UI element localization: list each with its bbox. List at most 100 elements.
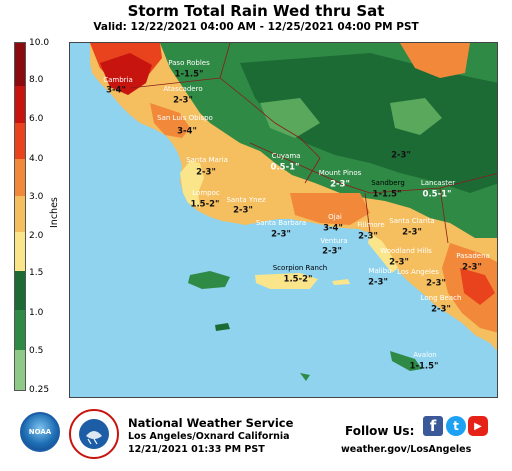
colorbar-tick: 8.0 — [29, 75, 44, 85]
rainfall-colorbar — [14, 42, 26, 391]
colorbar-segment-0.25-0.5 — [15, 350, 25, 390]
county-lines — [129, 43, 497, 244]
place-label: Lompoc — [192, 189, 220, 197]
green-core — [240, 53, 497, 193]
map-title: Storm Total Rain Wed thru Sat — [127, 2, 385, 20]
rain-amount: 2-3" — [358, 231, 378, 242]
orange-zone-ventura — [290, 193, 370, 225]
island-santa-cruz — [255, 273, 318, 289]
place-label: Scorpion Ranch — [272, 264, 328, 272]
heavy-rain-ridge — [100, 53, 152, 95]
colorbar-tick: 3.0 — [29, 192, 44, 202]
island-catalina — [390, 351, 422, 371]
rainfall-map: Paso Robles 1-1.5" Cambria 3-4" Atascade… — [69, 42, 498, 398]
follow-us-label: Follow Us: — [345, 424, 415, 438]
island-san-clemente — [300, 373, 310, 381]
light-green-patches — [260, 98, 442, 138]
coastal-band-south — [368, 233, 398, 273]
colorbar-segment-4-6 — [15, 122, 25, 160]
place-label: Avalon — [413, 351, 437, 359]
office-name: Los Angeles/Oxnard California — [128, 431, 290, 442]
issued-time: 12/21/2021 01:33 PM PST — [128, 444, 265, 455]
rain-amount: 1-1.5" — [372, 189, 402, 200]
place-label: Los Angeles — [397, 268, 439, 276]
youtube-icon[interactable]: ▶ — [468, 416, 488, 436]
colorbar-segment-0.5-1 — [15, 310, 25, 351]
colorbar-segment-2-3 — [15, 195, 25, 233]
rain-amount: 2-3" — [233, 205, 253, 216]
colorbar-tick: 6.0 — [29, 114, 44, 124]
place-label: Santa Clarita — [389, 217, 435, 225]
nws-name: National Weather Service — [128, 416, 294, 430]
colorbar-tick: 0.5 — [29, 346, 44, 356]
rain-amount: 2-3" — [322, 246, 342, 257]
place-label: Ojai — [328, 213, 342, 221]
colorbar-tick: 0.25 — [29, 385, 50, 395]
red-zone-east — [460, 268, 495, 305]
colorbar-segment-6-8 — [15, 86, 25, 123]
place-label: Santa Ynez — [226, 196, 266, 204]
rain-amount: 2-3" — [196, 167, 216, 178]
rain-amount-tejon: 2-3" — [391, 150, 411, 161]
place-label: Cambria — [103, 76, 133, 84]
coastal-band — [180, 161, 204, 208]
rain-amount: 3-4" — [106, 85, 126, 96]
rain-amount: 2-3" — [173, 95, 193, 106]
rain-amount: 1-1.5" — [174, 69, 204, 80]
rain-amount: 1.5-2" — [283, 274, 313, 285]
island-santa-rosa — [188, 271, 230, 289]
place-label: Santa Maria — [186, 156, 228, 164]
colorbar-tick: 10.0 — [29, 38, 50, 48]
place-label: Santa Barbara — [255, 219, 307, 227]
valid-period: Valid: 12/22/2021 04:00 AM - 12/25/2021 … — [93, 21, 419, 33]
footer: NOAA National Weather Service Los Angele… — [0, 406, 512, 471]
facebook-icon[interactable]: f — [423, 416, 443, 436]
orange-zone-ridge — [400, 43, 470, 78]
place-label: Sandberg — [371, 179, 405, 187]
place-label: Atascadero — [163, 85, 203, 93]
twitter-icon[interactable]: t — [446, 416, 466, 436]
place-label: Pasadena — [456, 252, 490, 260]
rain-amount: 2-3" — [462, 262, 482, 273]
place-label: Malibu — [368, 267, 392, 275]
colorbar-segment-8-10 — [15, 43, 25, 87]
colorbar-segment-1.5-2 — [15, 232, 25, 271]
rain-amount: 3-4" — [177, 126, 197, 137]
place-label: Mount Pinos — [318, 169, 362, 177]
rain-amount: 2-3" — [271, 229, 291, 240]
rain-amount: 2-3" — [368, 277, 388, 288]
orange-zone-slo — [150, 103, 190, 138]
rain-amount: 2-3" — [330, 179, 350, 190]
rain-amount: 2-3" — [431, 304, 451, 315]
place-label: Cuyama — [271, 152, 301, 160]
rain-amount: 1-1.5" — [409, 361, 439, 372]
place-label: Fillmore — [357, 221, 385, 229]
place-label: Lancaster — [420, 179, 456, 187]
rain-amount: 2-3" — [426, 278, 446, 289]
rain-amount: 2-3" — [402, 227, 422, 238]
place-label: Paso Robles — [168, 59, 210, 67]
place-label: Woodland Hills — [380, 247, 432, 255]
colorbar-axis-label: Inches — [49, 197, 60, 228]
website-link[interactable]: weather.gov/LosAngeles — [341, 444, 472, 455]
place-label: San Luis Obispo — [157, 114, 213, 122]
rain-amount: 0.5-1" — [422, 189, 452, 200]
rain-amount: 0.5-1" — [270, 162, 300, 173]
noaa-logo-text: NOAA — [28, 428, 52, 436]
island-san-nicolas — [215, 323, 230, 331]
colorbar-segment-3-4 — [15, 159, 25, 196]
nws-logo — [69, 409, 119, 459]
rain-amount: 3-4" — [323, 223, 343, 234]
rain-amount: 2-3" — [389, 257, 409, 268]
map-canvas — [70, 43, 497, 397]
rain-amount: 1.5-2" — [190, 199, 220, 210]
colorbar-segment-1-1.5 — [15, 270, 25, 311]
colorbar-tick: 2.0 — [29, 231, 44, 241]
place-label: Ventura — [320, 237, 348, 245]
island-anacapa — [332, 279, 350, 285]
colorbar-tick: 1.5 — [29, 268, 44, 278]
place-label: Long Beach — [420, 294, 462, 302]
colorbar-tick: 4.0 — [29, 154, 44, 164]
noaa-logo: NOAA — [20, 412, 60, 452]
colorbar-tick: 1.0 — [29, 308, 44, 318]
